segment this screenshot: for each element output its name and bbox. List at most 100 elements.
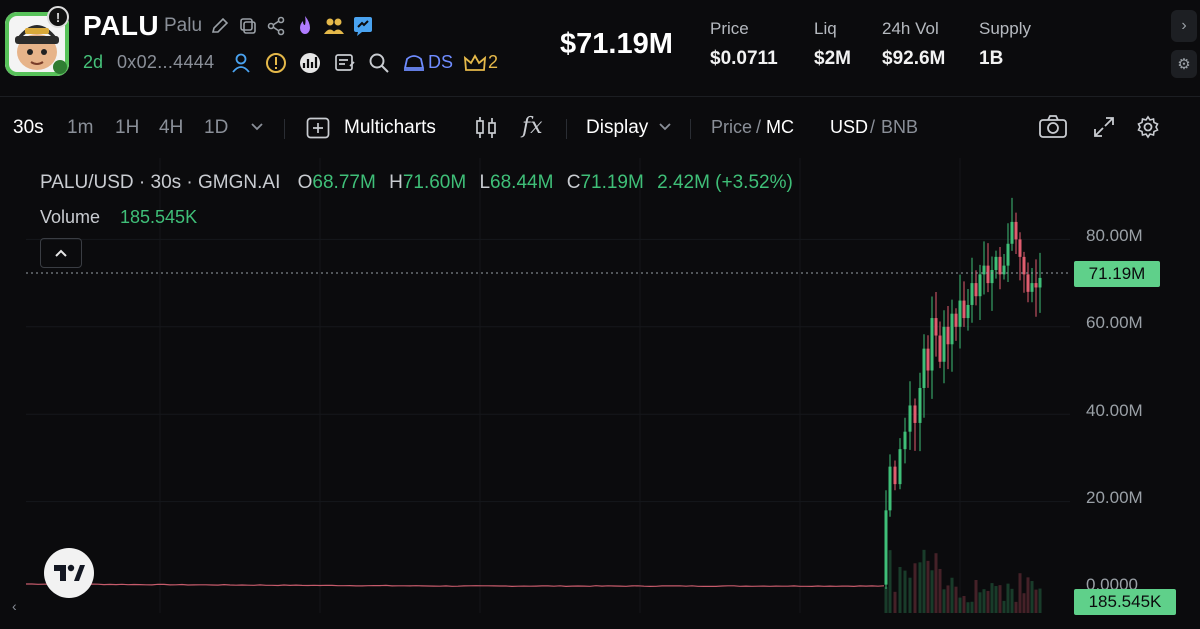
candle-body	[970, 283, 974, 305]
volume-bars	[884, 549, 1042, 613]
liquidity-value: $2M	[814, 48, 851, 69]
candle-body	[958, 300, 962, 327]
volume-bar	[962, 595, 966, 613]
interval-4h[interactable]: 4H	[159, 117, 184, 138]
candle-body	[926, 348, 930, 371]
interval-30s[interactable]: 30s	[13, 117, 44, 138]
volume-bar	[966, 602, 970, 613]
tradingview-logo-icon[interactable]	[44, 548, 94, 598]
candles-icon[interactable]	[474, 115, 498, 146]
pre-launch-price-line	[26, 583, 885, 588]
last-price-badge: 71.19M	[1074, 261, 1160, 287]
volume-bar	[938, 568, 942, 613]
display-dropdown[interactable]: Display	[586, 117, 649, 138]
token-address[interactable]: 0x02...4444	[117, 52, 215, 72]
candle-body	[1018, 239, 1022, 257]
volume-bar	[1006, 583, 1010, 613]
candle-body	[903, 431, 907, 450]
alert-badge[interactable]: !	[47, 6, 69, 28]
volume-bar	[913, 563, 917, 613]
candle-body	[918, 387, 922, 423]
fullscreen-icon[interactable]	[1092, 115, 1116, 144]
chevron-down-icon[interactable]	[249, 119, 265, 140]
add-chart-icon[interactable]	[306, 117, 330, 144]
interval-1h[interactable]: 1H	[115, 117, 140, 138]
multicharts-button[interactable]: Multicharts	[344, 117, 436, 138]
volume-bar	[1030, 581, 1034, 613]
user-icon[interactable]	[230, 52, 252, 78]
candle-body	[1002, 265, 1006, 275]
candle-body	[994, 256, 998, 270]
ds-hat-icon[interactable]	[402, 52, 426, 78]
volume-24h-value: $92.6M	[882, 48, 946, 69]
toggle-mc[interactable]: MC	[766, 117, 794, 137]
volume-bar	[1002, 600, 1006, 613]
volume-bar	[958, 597, 962, 613]
candle-body	[1014, 221, 1018, 240]
candle-body	[934, 318, 938, 336]
close-key: C	[566, 172, 581, 193]
chevron-right-icon[interactable]: ›	[1171, 10, 1197, 42]
open-value: 68.77M	[312, 172, 376, 193]
share-icon[interactable]	[266, 16, 286, 40]
toggle-separator: /	[870, 117, 876, 137]
collapse-legend-button[interactable]	[40, 238, 82, 268]
price-label: Price	[710, 19, 749, 38]
users-icon	[323, 16, 345, 40]
search-icon[interactable]	[368, 52, 390, 78]
chevron-down-icon[interactable]	[657, 119, 673, 140]
volume-24h-label: 24h Vol	[882, 19, 939, 38]
candle-body	[1010, 221, 1014, 244]
candle-body	[913, 405, 917, 423]
open-key: O	[297, 172, 313, 193]
price-value: $0.0711	[710, 48, 778, 69]
volume-bar	[1026, 577, 1030, 613]
volume-bar	[994, 586, 998, 613]
volume-bar	[918, 562, 922, 613]
indicators-fx-icon[interactable]: fx	[522, 114, 543, 139]
edit-icon[interactable]	[210, 16, 230, 40]
panel-settings-icon[interactable]: ⚙	[1171, 50, 1197, 78]
candle-body	[888, 466, 892, 511]
toggle-price[interactable]: Price	[711, 117, 753, 137]
last-volume-badge: 185.545K	[1074, 589, 1176, 615]
token-age: 2d	[83, 52, 104, 72]
candle-body	[1034, 283, 1038, 288]
scroll-left-icon[interactable]: ‹	[12, 598, 17, 614]
volume-bar	[888, 550, 892, 613]
settings-gear-icon[interactable]	[1136, 115, 1160, 144]
candle-body	[884, 510, 888, 585]
high-key: H	[389, 172, 403, 193]
candle-body	[950, 313, 954, 345]
chart-logo-icon[interactable]	[299, 52, 321, 78]
y-tick-80m: 80.00M	[1086, 226, 1143, 245]
liquidity-label: Liq	[814, 19, 837, 38]
volume-bar	[908, 577, 912, 613]
ohlc-legend: PALU/USD · 30s · GMGN.AI O68.77M H71.60M…	[40, 172, 793, 194]
ds-label[interactable]: DS	[428, 52, 454, 72]
fire-icon	[295, 15, 315, 41]
warning-icon[interactable]	[265, 52, 287, 78]
interval-1m[interactable]: 1m	[67, 117, 94, 138]
toggle-separator: /	[756, 117, 762, 137]
camera-icon[interactable]	[1038, 114, 1068, 145]
volume-bar	[970, 601, 974, 613]
chat-icon[interactable]	[352, 15, 374, 41]
notes-icon[interactable]	[334, 52, 356, 78]
copy-icon[interactable]	[238, 16, 258, 40]
candle-body	[986, 265, 990, 284]
volume-bar	[1034, 589, 1038, 613]
volume-bar	[1038, 588, 1042, 613]
toggle-bnb[interactable]: BNB	[881, 117, 919, 137]
candle-body	[954, 313, 958, 327]
price-chart[interactable]: PALU/USD · 30s · GMGN.AI O68.77M H71.60M…	[0, 158, 1200, 629]
interval-1d[interactable]: 1D	[204, 117, 229, 138]
volume-bar	[934, 553, 938, 613]
candle-body	[946, 326, 950, 345]
chart-canvas[interactable]	[0, 158, 1200, 629]
candle-body	[962, 300, 966, 319]
supply-label: Supply	[979, 19, 1031, 38]
candle-body	[978, 274, 982, 297]
volume-bar	[998, 585, 1002, 613]
toggle-usd[interactable]: USD	[830, 117, 869, 137]
